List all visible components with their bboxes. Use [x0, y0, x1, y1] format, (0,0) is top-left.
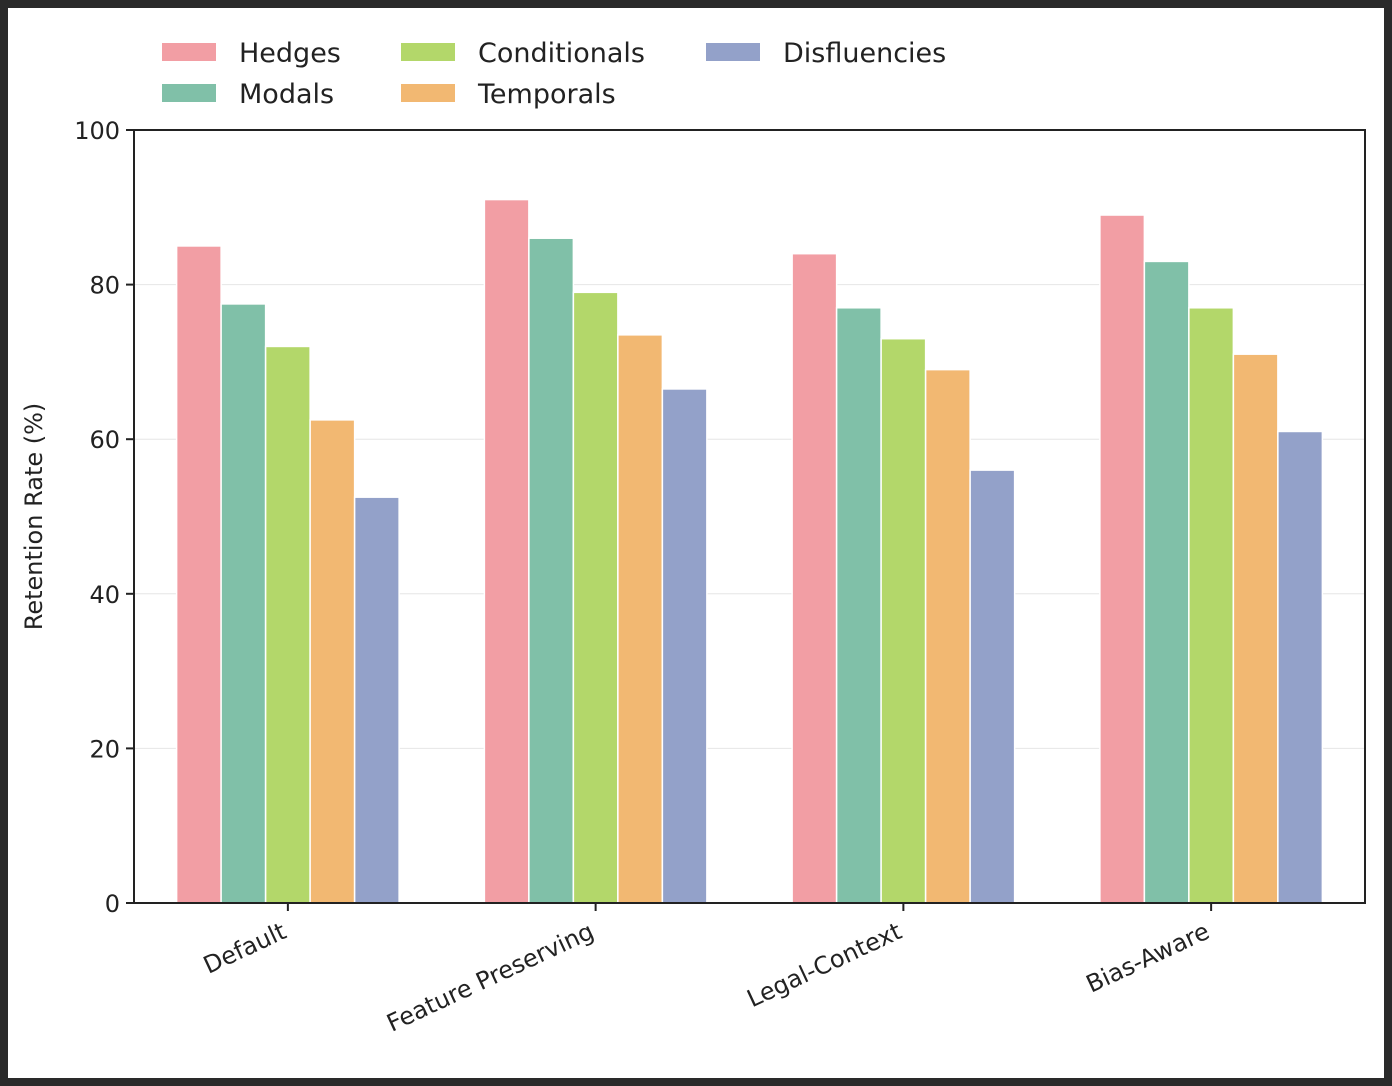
chart-frame: 0 20 40 60 80 100 Default Feature Preserving Le… [8, 8, 1384, 1078]
bar-temporals-2 [924, 368, 971, 904]
y-tick-label: 0 [105, 890, 120, 918]
plot-border [133, 129, 1366, 904]
legend-swatch-disfluencies [706, 43, 760, 61]
bar-hedges-0 [175, 245, 222, 904]
bar-disfluencies-3 [1277, 430, 1324, 904]
bar-temporals-0 [309, 419, 356, 904]
bar-modals-3 [1143, 260, 1190, 904]
legend-label-modals: Modals [239, 79, 334, 110]
y-axis-ticks: 0 20 40 60 80 100 [74, 117, 134, 918]
legend-swatch-temporals [401, 84, 455, 102]
bar-hedges-1 [483, 198, 530, 904]
bar-disfluencies-0 [353, 496, 400, 904]
bar-conditionals-0 [264, 345, 311, 904]
legend: Hedges Modals Conditionals Temporals Disflue… [162, 38, 946, 110]
legend-label-hedges: Hedges [239, 38, 341, 69]
legend-swatch-hedges [162, 43, 216, 61]
y-tick-label: 20 [89, 735, 120, 763]
bar-disfluencies-2 [969, 469, 1016, 904]
y-tick-label: 100 [74, 117, 120, 145]
bar-temporals-3 [1232, 353, 1279, 904]
bar-temporals-1 [617, 334, 664, 904]
x-tick-label: Default [199, 917, 290, 979]
y-axis-label: Retention Rate (%) [20, 403, 48, 631]
bar-conditionals-2 [880, 337, 927, 904]
bar-modals-2 [835, 307, 882, 904]
bar-disfluencies-1 [661, 388, 708, 904]
legend-swatch-modals [162, 84, 216, 102]
y-tick-label: 60 [89, 426, 120, 454]
bar-conditionals-3 [1188, 307, 1235, 904]
bar-modals-1 [528, 237, 575, 904]
bar-hedges-3 [1099, 214, 1146, 904]
legend-label-conditionals: Conditionals [478, 38, 645, 69]
legend-swatch-conditionals [401, 43, 455, 61]
x-axis-ticks: Default Feature Preserving Legal-Context Bi… [199, 903, 1214, 1038]
x-tick-label: Legal-Context [743, 917, 906, 1013]
legend-label-temporals: Temporals [477, 79, 616, 110]
legend-label-disfluencies: Disfluencies [783, 38, 946, 69]
x-tick-label: Feature Preserving [382, 917, 598, 1037]
bar-hedges-2 [791, 252, 838, 904]
bar-modals-0 [220, 303, 267, 904]
y-tick-label: 80 [89, 272, 120, 300]
bars [175, 198, 1324, 904]
bar-conditionals-1 [572, 291, 619, 904]
x-tick-label: Bias-Aware [1082, 917, 1214, 998]
bar-chart: 0 20 40 60 80 100 Default Feature Preserving Le… [20, 38, 1366, 1038]
y-tick-label: 40 [89, 581, 120, 609]
